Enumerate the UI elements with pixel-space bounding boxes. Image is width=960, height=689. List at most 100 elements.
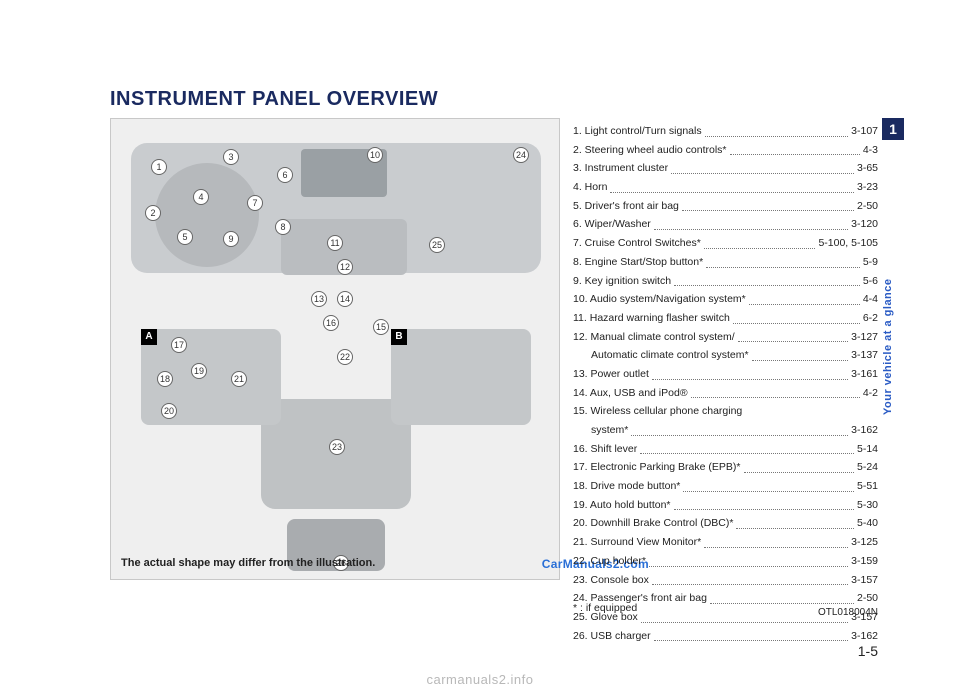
list-item-page: 5-30 [857,496,878,515]
callout-17: 17 [171,337,187,353]
list-item-page: 6-2 [863,309,878,328]
footnote-if-equipped: * : if equipped [573,602,637,614]
overview-item-list: 1. Light control/Turn signals3-1072. Ste… [573,122,878,645]
list-row: 16. Shift lever5-14 [573,440,878,459]
leader-dots [733,309,860,324]
list-item-page: 2-50 [857,589,878,608]
list-item-label: 10. Audio system/Navigation system* [573,290,746,309]
list-row: 7. Cruise Control Switches*5-100, 5-105 [573,234,878,253]
leader-dots [736,514,854,529]
list-item-page: 3-162 [851,421,878,440]
list-item-label: 19. Auto hold button* [573,496,671,515]
leader-dots [749,290,860,305]
callout-14: 14 [337,291,353,307]
leader-dots [744,458,854,473]
figure-caption: The actual shape may differ from the ill… [121,557,375,569]
leader-dots [691,384,860,399]
list-item-label: 15. Wireless cellular phone charging [573,402,742,421]
list-row: 6. Wiper/Washer3-120 [573,215,878,234]
list-row: Automatic climate control system*3-137 [573,346,878,365]
list-item-label: 20. Downhill Brake Control (DBC)* [573,514,733,533]
list-row: 1. Light control/Turn signals 3-107 [573,122,878,141]
list-item-label: 11. Hazard warning flasher switch [573,309,730,328]
leader-dots [652,365,848,380]
detail-b-shape [391,329,531,425]
leader-dots [671,159,854,174]
list-item-label: 7. Cruise Control Switches* [573,234,701,253]
callout-15: 15 [373,319,389,335]
list-item-page: 3-65 [857,159,878,178]
list-item-label: 5. Driver's front air bag [573,197,679,216]
list-row: 21. Surround View Monitor*3-125 [573,533,878,552]
list-item-label: system* [573,421,628,440]
list-item-page: 5-9 [863,253,878,272]
list-item-page: 4-2 [863,384,878,403]
leader-dots [738,328,848,343]
leader-dots [704,533,848,548]
list-item-page: 3-120 [851,215,878,234]
leader-dots [674,272,860,287]
list-row: system* 3-162 [573,421,878,440]
list-item-page: 5-24 [857,458,878,477]
list-item-label: 14. Aux, USB and iPod® [573,384,688,403]
list-item-label: 18. Drive mode button* [573,477,680,496]
steering-wheel-shape [155,163,259,267]
callout-10: 10 [367,147,383,163]
list-item-label: 23. Console box [573,571,649,590]
callout-2: 2 [145,205,161,221]
callout-24: 24 [513,147,529,163]
callout-1: 1 [151,159,167,175]
figure-container: A B 1 2 3 4 5 6 7 8 9 10 11 12 13 14 15 … [110,118,560,580]
callout-20: 20 [161,403,177,419]
callout-6: 6 [277,167,293,183]
leader-dots [706,253,860,268]
list-item-page: 5-51 [857,477,878,496]
callout-7: 7 [247,195,263,211]
list-row: 2. Steering wheel audio controls*4-3 [573,141,878,160]
chapter-tab: 1 [882,118,904,140]
list-item-page: 3-157 [851,571,878,590]
callout-letter-a: A [141,329,157,345]
leader-dots [652,571,848,586]
callout-25: 25 [429,237,445,253]
list-item-label: 4. Horn [573,178,607,197]
callout-22: 22 [337,349,353,365]
page-number: 1-5 [858,643,878,659]
list-row: 3. Instrument cluster3-65 [573,159,878,178]
list-row: 10. Audio system/Navigation system* 4-4 [573,290,878,309]
list-item-page: 4-4 [863,290,878,309]
leader-dots [654,627,849,642]
list-item-label: Automatic climate control system* [573,346,749,365]
list-item-page: 2-50 [857,197,878,216]
callout-16: 16 [323,315,339,331]
list-item-label: 2. Steering wheel audio controls* [573,141,727,160]
callout-18: 18 [157,371,173,387]
list-row: 5. Driver's front air bag 2-50 [573,197,878,216]
list-item-page: 3-107 [851,122,878,141]
list-row: 18. Drive mode button* 5-51 [573,477,878,496]
list-item-page: 5-6 [863,272,878,291]
list-item-label: 8. Engine Start/Stop button* [573,253,703,272]
list-row: 13. Power outlet 3-161 [573,365,878,384]
leader-dots [674,496,854,511]
list-row: 4. Horn3-23 [573,178,878,197]
figure-code: OTL018004N [818,607,878,618]
list-item-label: 13. Power outlet [573,365,649,384]
callout-21: 21 [231,371,247,387]
callout-19: 19 [191,363,207,379]
list-row: 15. Wireless cellular phone charging [573,402,878,421]
list-row: 11. Hazard warning flasher switch 6-2 [573,309,878,328]
callout-23: 23 [329,439,345,455]
leader-dots [705,122,849,137]
list-item-page: 3-161 [851,365,878,384]
list-item-label: 9. Key ignition switch [573,272,671,291]
list-item-label: 1. Light control/Turn signals [573,122,702,141]
leader-dots [730,141,860,156]
leader-dots [654,215,848,230]
list-item-page: 3-125 [851,533,878,552]
leader-dots [683,477,854,492]
callout-11: 11 [327,235,343,251]
leader-dots [649,552,848,567]
list-item-page: 3-159 [851,552,878,571]
callout-letter-b: B [391,329,407,345]
